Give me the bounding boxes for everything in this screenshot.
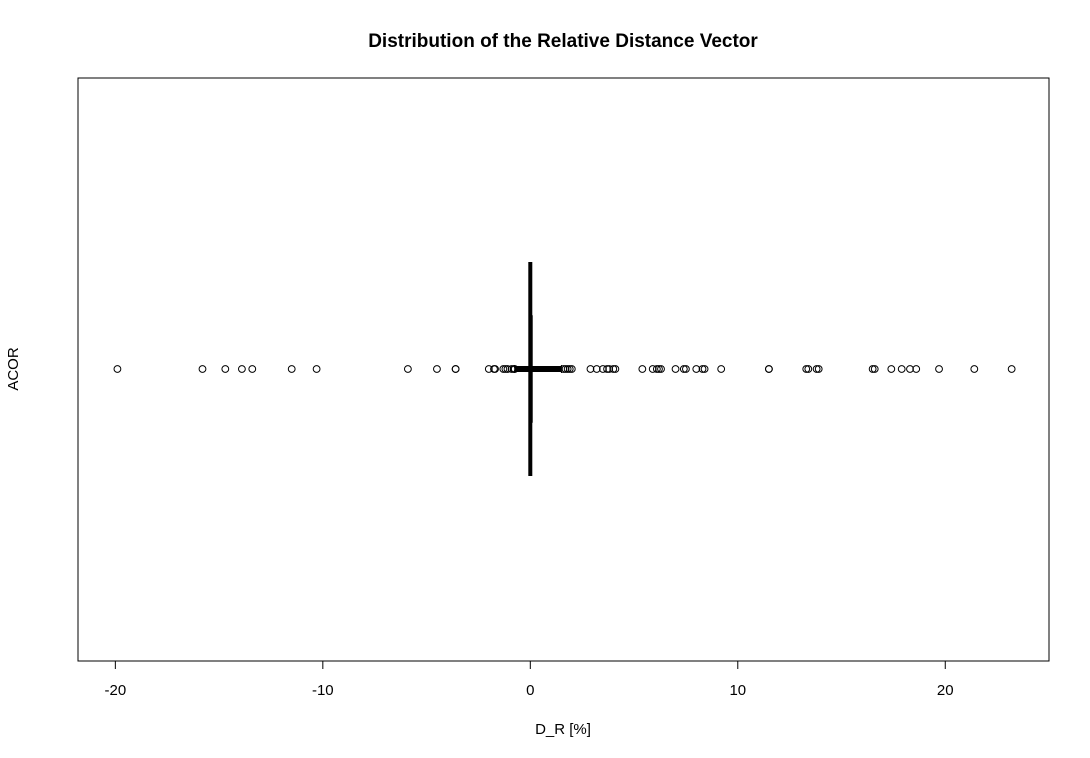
outlier-point xyxy=(682,365,690,373)
chart-title: Distribution of the Relative Distance Ve… xyxy=(368,31,758,52)
x-tick-label: 20 xyxy=(937,682,954,699)
outlier-point xyxy=(403,365,412,373)
outlier-point xyxy=(238,365,246,373)
outlier-point xyxy=(887,365,896,373)
outlier-point xyxy=(802,365,811,373)
outlier-point xyxy=(698,365,707,373)
outlier-point xyxy=(248,365,257,373)
outlier-point xyxy=(567,365,576,373)
outlier-point xyxy=(717,365,726,373)
x-tick-label: 0 xyxy=(526,682,534,699)
outlier-point xyxy=(765,365,773,373)
outlier-point xyxy=(804,365,813,373)
outlier-point xyxy=(561,365,570,373)
outlier-point xyxy=(287,365,296,373)
outlier-point xyxy=(312,365,321,373)
outlier-point xyxy=(491,365,499,373)
outlier-point xyxy=(638,365,647,373)
outlier-point xyxy=(970,365,979,373)
outlier-points xyxy=(113,365,1016,373)
outlier-point xyxy=(451,365,460,373)
outlier-point xyxy=(198,365,207,373)
x-tick-label: -20 xyxy=(105,682,127,699)
outlier-point xyxy=(113,365,122,373)
outlier-point xyxy=(510,365,519,373)
x-axis-label: D_R [%] xyxy=(535,721,591,738)
outlier-point xyxy=(592,365,601,373)
outlier-point xyxy=(870,365,879,373)
box-group xyxy=(514,262,562,476)
outlier-point xyxy=(609,365,618,373)
outlier-point xyxy=(221,365,230,373)
x-tick-label: -10 xyxy=(312,682,334,699)
outlier-point xyxy=(671,365,680,373)
outlier-point xyxy=(906,365,914,373)
outlier-point xyxy=(603,365,611,373)
outlier-point xyxy=(692,365,701,373)
outlier-point xyxy=(648,365,657,373)
x-tick-label: 10 xyxy=(729,682,746,699)
outlier-point xyxy=(652,365,661,373)
outlier-point xyxy=(507,365,516,373)
outlier-point xyxy=(433,365,441,373)
outlier-point xyxy=(484,365,493,373)
outlier-point xyxy=(655,365,663,373)
outlier-point xyxy=(611,365,620,373)
outlier-point xyxy=(700,365,709,373)
outlier-point xyxy=(868,365,877,373)
outlier-point xyxy=(897,365,906,373)
outlier-point xyxy=(586,365,595,373)
outlier-point xyxy=(559,365,568,373)
outlier-point xyxy=(812,365,821,373)
plot-frame xyxy=(77,77,1050,662)
outlier-point xyxy=(679,365,688,373)
x-axis: -20 -10 0 10 20 xyxy=(105,660,954,699)
outlier-point xyxy=(563,365,572,373)
outlier-point xyxy=(912,365,921,373)
outlier-point xyxy=(657,365,665,373)
outlier-point xyxy=(499,365,508,373)
outlier-point xyxy=(599,365,607,373)
outlier-point xyxy=(605,365,614,373)
outlier-point xyxy=(814,365,823,373)
outlier-point xyxy=(565,365,574,373)
outlier-point xyxy=(935,365,943,373)
y-axis-label: ACOR xyxy=(5,347,22,391)
outlier-point xyxy=(1007,365,1016,373)
outlier-point xyxy=(501,365,510,373)
